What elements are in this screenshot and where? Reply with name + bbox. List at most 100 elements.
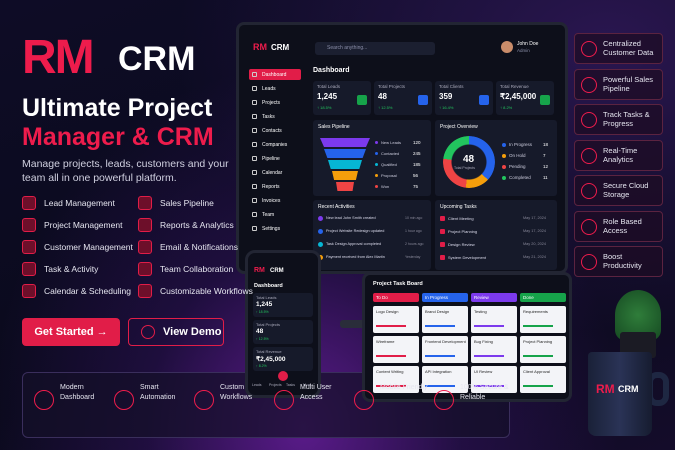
legend-name: Completed <box>509 175 531 180</box>
menu-icon <box>252 128 257 133</box>
side-feature-label: Role Based Access <box>603 216 642 235</box>
menu-item: Calendar <box>249 167 301 178</box>
menu-label: Projects <box>262 99 281 106</box>
column-name: Review <box>474 295 489 300</box>
side-feature-icon <box>581 112 597 128</box>
task-card: API Integration <box>422 366 468 393</box>
panel-title: Sales Pipeline <box>318 124 350 130</box>
stat-value: 1,245 <box>317 92 338 101</box>
stat-change: ↑ 8.2% <box>256 364 267 368</box>
menu-label: Leads <box>262 85 276 92</box>
side-feature-label: Boost Productivity <box>603 252 642 270</box>
stage-dot <box>375 174 378 177</box>
menu-label: Reports <box>262 183 280 190</box>
stat-change: ↑ 18.5% <box>256 310 269 314</box>
stat-icon <box>479 95 489 105</box>
funnel-stage <box>324 149 366 158</box>
stage-dot <box>375 185 378 188</box>
task-card-bar <box>425 325 455 327</box>
panel-title: Project Overview <box>440 124 478 130</box>
phone-nav-label: More <box>303 383 311 387</box>
view-demo-button[interactable]: View Demo <box>128 318 224 346</box>
menu-item: Pipeline <box>249 153 301 164</box>
bottom-feature-icon <box>354 390 374 410</box>
user-role: Admin <box>517 48 530 53</box>
menu-item: Settings <box>249 223 301 234</box>
get-started-button[interactable]: Get Started → <box>22 318 120 346</box>
feature-label: Customer Management <box>44 242 133 252</box>
stat-value: 48 <box>256 328 264 335</box>
task-card: Brand Design <box>422 306 468 333</box>
phone-nav-label: Projects <box>269 383 282 387</box>
task-text: Design Review <box>448 242 475 247</box>
side-feature: Track Tasks & Progress <box>574 104 663 135</box>
menu-item: Dashboard <box>249 69 301 80</box>
task-card: Wireframe <box>373 336 419 363</box>
user-name: John Doe <box>517 41 539 47</box>
feature-label: Calendar & Scheduling <box>44 286 131 296</box>
legend-dot <box>502 143 506 147</box>
monitor-logo: RM <box>253 42 267 52</box>
side-feature: Boost Productivity <box>574 246 663 277</box>
side-feature-icon <box>581 254 597 270</box>
stat-label: Total Revenue <box>256 349 282 354</box>
task-card-title: Testing <box>474 309 487 314</box>
feature-icon <box>22 196 36 210</box>
task-text: System Development <box>448 255 487 260</box>
activity-time: 10 min ago <box>405 216 423 220</box>
tablet: Project Task Board To Do Logo Design Wirefr… <box>362 272 572 402</box>
menu-item: Team <box>249 209 301 220</box>
task-card: Requirements <box>520 306 566 333</box>
bottom-feature-icon <box>34 390 54 410</box>
stat-label: Total Projects <box>378 84 406 89</box>
phone-stat-card: Total Revenue ₹2,45,000 ↑ 8.2% <box>253 347 313 371</box>
legend-value: 18 <box>543 142 549 147</box>
menu-label: Team <box>262 211 275 218</box>
phone-title: Dashboard <box>254 283 283 289</box>
monitor-logo-name: CRM <box>271 43 290 52</box>
monitor: RM CRM Search anything... John Doe Admin Dash… <box>236 22 568 274</box>
activity-time: 2 hours ago <box>405 242 424 246</box>
menu-item: Tasks <box>249 111 301 122</box>
legend-value: 11 <box>543 175 548 180</box>
feature-label: Task & Activity <box>44 264 99 274</box>
bottom-feature-label: Mobile Friendly <box>380 384 428 391</box>
menu-icon <box>252 86 257 91</box>
task-card-bar <box>523 325 553 327</box>
task-check <box>440 229 445 234</box>
column-header: In Progress <box>422 293 468 302</box>
side-feature-icon <box>581 147 597 164</box>
avatar <box>501 41 513 53</box>
feature-label: Customizable Workflows <box>160 286 253 296</box>
legend-dot <box>502 154 506 158</box>
stage-value: 120 <box>413 140 421 145</box>
column-header: To Do <box>373 293 419 302</box>
search-bar: Search anything... <box>315 42 435 55</box>
menu-label: Invoices <box>262 197 281 204</box>
donut <box>443 136 495 188</box>
menu-icon <box>252 156 257 161</box>
stat-value: ₹2,45,000 <box>256 356 286 363</box>
side-feature-label: Centralized Customer Data <box>603 39 654 57</box>
task-card-title: Frontend Development <box>425 339 466 344</box>
stat-change: ↑ 12.5% <box>378 105 393 110</box>
funnel-stage <box>328 160 362 169</box>
activity-text: Task Design Approval completed <box>326 242 382 246</box>
menu-label: Tasks <box>262 113 275 120</box>
menu-label: Pipeline <box>262 155 280 162</box>
funnel-stage <box>320 138 370 147</box>
mug: RM CRM <box>588 352 652 436</box>
search-placeholder: Search anything... <box>327 45 368 51</box>
phone: RM CRM Dashboard Total Leads 1,245 ↑ 18.5% Tot… <box>245 250 321 398</box>
task-card: Content Writing <box>373 366 419 393</box>
tasks-panel: Upcoming Tasks Client Meeting May 17, 2024… <box>435 200 557 270</box>
side-feature: Role Based Access <box>574 210 663 242</box>
task-check <box>440 242 445 247</box>
side-feature-label: Secure Cloud Storage <box>603 181 649 199</box>
stat-card: Total Leads 1,245 ↑ 18.5% <box>313 81 371 115</box>
bottom-feature-label: 100% Secure & Reliable <box>460 384 509 401</box>
stat-icon <box>357 95 367 105</box>
task-card-title: Client Approval <box>523 369 550 374</box>
side-feature-label: Powerful Sales Pipeline <box>603 74 654 93</box>
menu-label: Companies <box>262 141 288 148</box>
